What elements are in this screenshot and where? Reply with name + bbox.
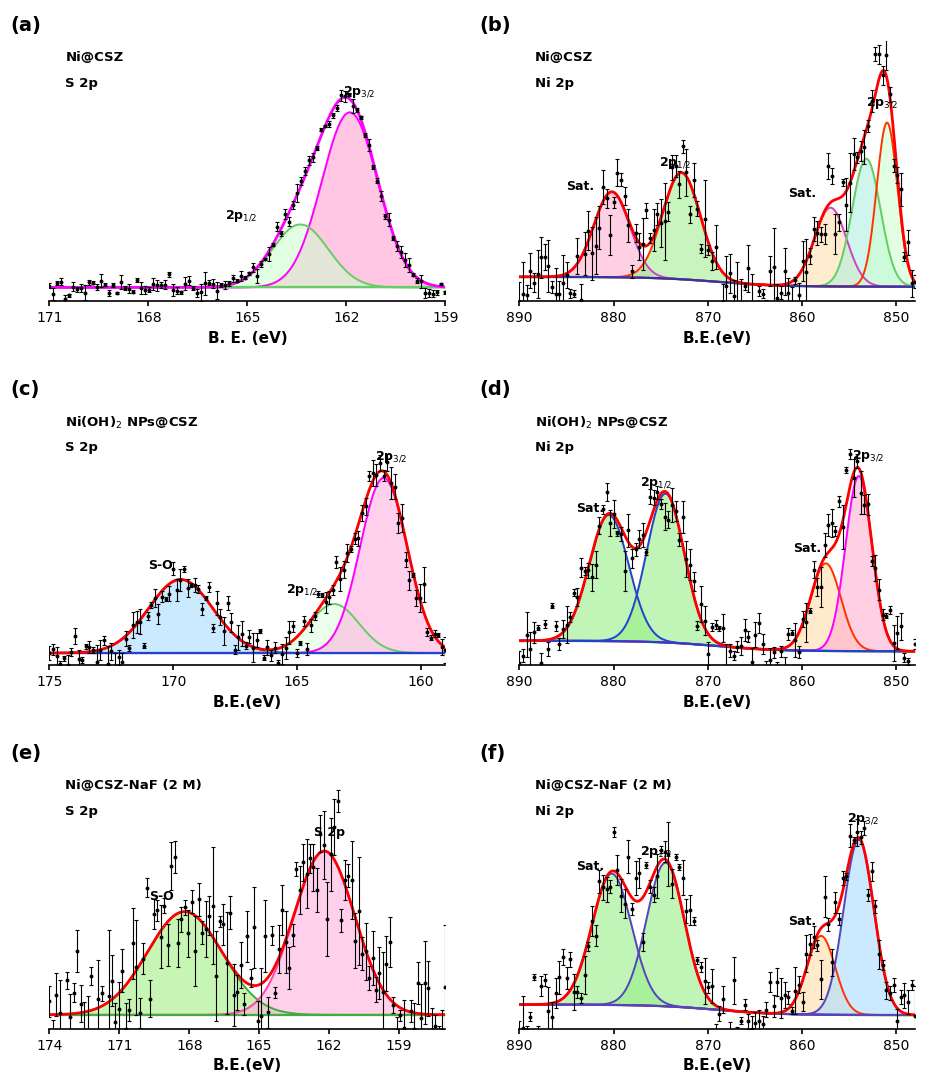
Text: Ni@CSZ: Ni@CSZ (535, 51, 594, 64)
Text: (e): (e) (10, 744, 41, 763)
Text: Sat.: Sat. (788, 187, 816, 201)
Text: (a): (a) (10, 16, 41, 35)
Text: S 2p: S 2p (313, 826, 345, 839)
Text: Ni 2p: Ni 2p (535, 441, 574, 453)
Text: Ni(OH)$_2$ NPs@CSZ: Ni(OH)$_2$ NPs@CSZ (535, 415, 668, 431)
Text: Ni@CSZ: Ni@CSZ (65, 51, 124, 64)
Text: S-O: S-O (149, 889, 173, 903)
Text: S 2p: S 2p (65, 77, 98, 90)
Text: 2p$_{1/2}$: 2p$_{1/2}$ (225, 209, 257, 225)
Text: 2p$_{1/2}$: 2p$_{1/2}$ (286, 582, 318, 597)
Text: (c): (c) (10, 380, 39, 399)
Text: 2p$_{1/2}$: 2p$_{1/2}$ (659, 156, 692, 171)
X-axis label: B.E.(eV): B.E.(eV) (683, 330, 752, 346)
X-axis label: B.E.(eV): B.E.(eV) (212, 694, 282, 710)
X-axis label: B.E.(eV): B.E.(eV) (212, 1058, 282, 1074)
Text: 2p$_{3/2}$: 2p$_{3/2}$ (866, 95, 898, 111)
Text: Ni@CSZ-NaF (2 M): Ni@CSZ-NaF (2 M) (535, 778, 672, 791)
Text: 2p$_{3/2}$: 2p$_{3/2}$ (343, 84, 376, 100)
Text: Sat.: Sat. (576, 860, 604, 873)
Text: 2p$_{1/2}$: 2p$_{1/2}$ (639, 845, 672, 860)
Text: 2p$_{1/2}$: 2p$_{1/2}$ (639, 475, 672, 492)
Text: 2p$_{3/2}$: 2p$_{3/2}$ (852, 448, 884, 463)
X-axis label: B.E.(eV): B.E.(eV) (683, 694, 752, 710)
Text: Ni 2p: Ni 2p (535, 77, 574, 90)
Text: (f): (f) (480, 744, 506, 763)
Text: Ni 2p: Ni 2p (535, 804, 574, 818)
Text: Sat.: Sat. (793, 543, 821, 556)
Text: Sat.: Sat. (567, 181, 595, 193)
Text: 2p$_{3/2}$: 2p$_{3/2}$ (375, 450, 407, 465)
Text: S-O: S-O (148, 559, 173, 572)
Text: S 2p: S 2p (65, 441, 98, 453)
Text: S 2p: S 2p (65, 804, 98, 818)
Text: Sat.: Sat. (788, 916, 816, 929)
Text: Ni@CSZ-NaF (2 M): Ni@CSZ-NaF (2 M) (65, 778, 202, 791)
Text: Sat.: Sat. (576, 502, 604, 516)
Text: Ni(OH)$_2$ NPs@CSZ: Ni(OH)$_2$ NPs@CSZ (65, 415, 199, 431)
Text: 2p$_{3/2}$: 2p$_{3/2}$ (847, 812, 880, 827)
Text: (d): (d) (480, 380, 512, 399)
X-axis label: B.E.(eV): B.E.(eV) (683, 1058, 752, 1074)
X-axis label: B. E. (eV): B. E. (eV) (208, 330, 287, 346)
Text: (b): (b) (480, 16, 512, 35)
